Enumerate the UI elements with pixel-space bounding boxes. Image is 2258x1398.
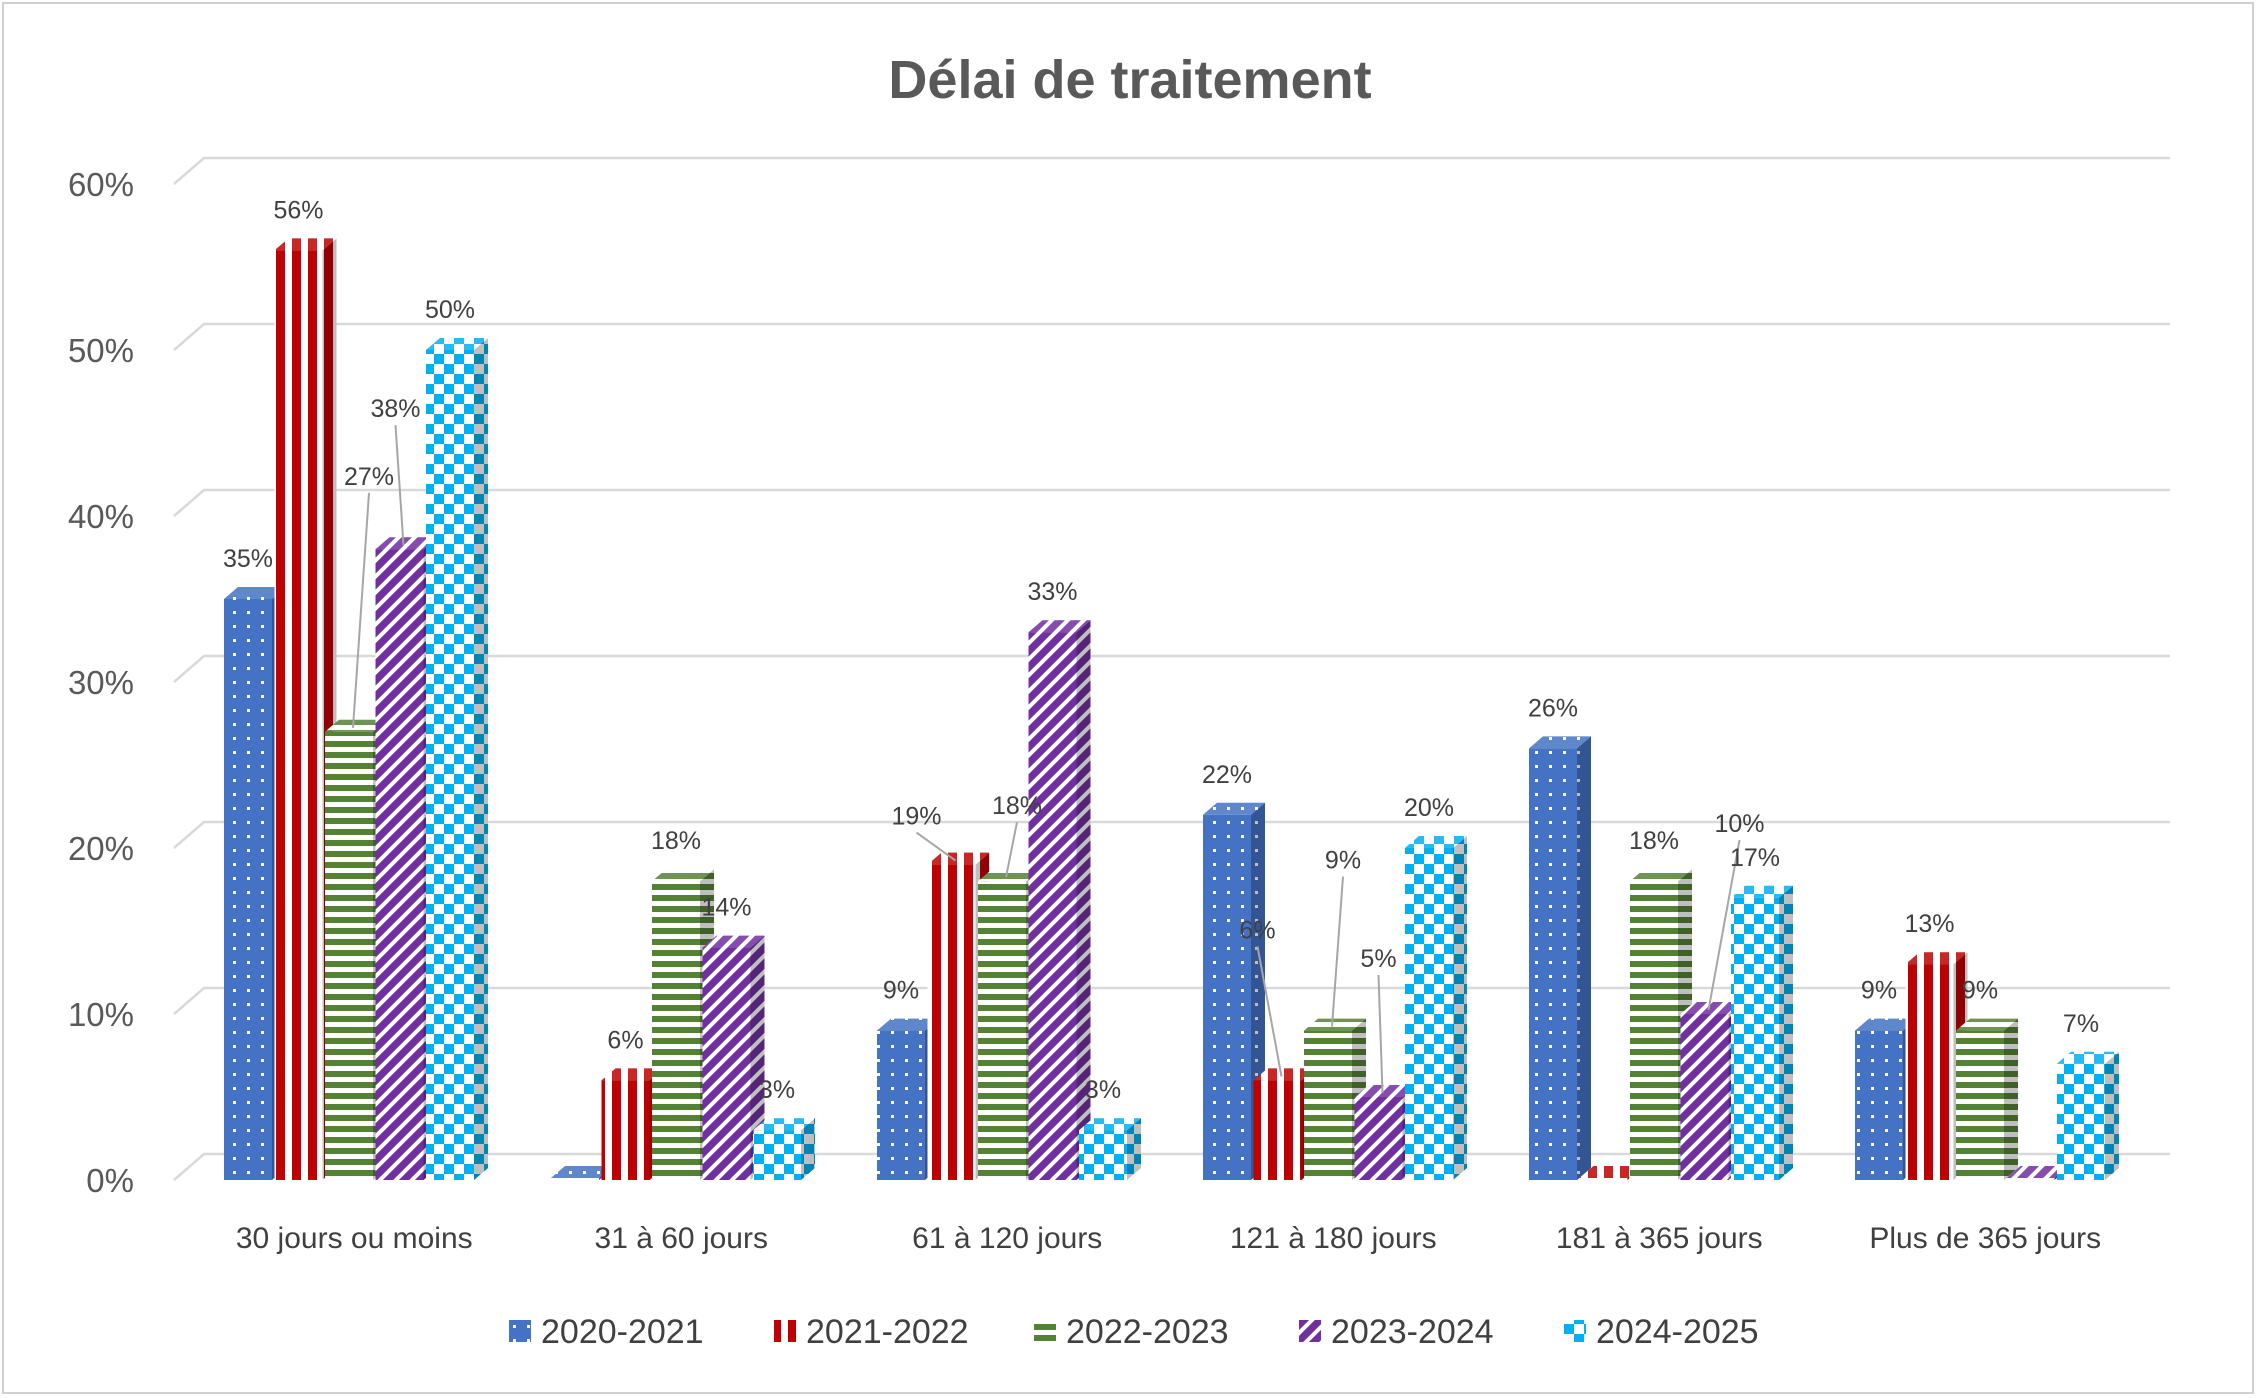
- y-tick-label: 20%: [68, 830, 134, 867]
- x-axis: 30 jours ou moins 31 à 60 jours 61 à 120 j…: [236, 1222, 2101, 1255]
- data-label: 35%: [223, 545, 273, 573]
- data-label: 18%: [651, 827, 701, 855]
- bar-2023-2024-5: [2006, 1166, 2069, 1180]
- data-label: 17%: [1730, 844, 1780, 872]
- y-tick-label: 40%: [68, 498, 134, 535]
- bar-2024-2025-5: [2057, 1051, 2119, 1180]
- legend-item-2024-2025: 2024-2025: [1564, 1313, 1759, 1351]
- data-label: 26%: [1528, 694, 1578, 722]
- x-tick-label: 31 à 60 jours: [595, 1222, 768, 1255]
- svg-text:2022-2023: 2022-2023: [1066, 1313, 1229, 1351]
- data-label: 22%: [1202, 761, 1252, 789]
- x-tick-label: 121 à 180 jours: [1230, 1222, 1437, 1255]
- x-tick-label: 30 jours ou moins: [236, 1222, 473, 1255]
- data-label: 18%: [1629, 827, 1679, 855]
- bar-2022-2023-5: [1956, 1018, 2018, 1180]
- bar-2024-2025-2: [1079, 1118, 1141, 1180]
- data-label: 9%: [1962, 977, 1998, 1005]
- x-tick-label: 61 à 120 jours: [912, 1222, 1102, 1255]
- data-label: 18%: [992, 792, 1042, 820]
- bar-2020-2021-3: [1203, 802, 1265, 1180]
- svg-text:2020-2021: 2020-2021: [541, 1313, 704, 1351]
- x-tick-label: Plus de 365 jours: [1869, 1222, 2101, 1255]
- bar-chart: Délai de traitement 0% 10% 20% 30% 40% 50% 60%…: [68, 50, 2170, 1351]
- gridline-20: [173, 820, 2170, 849]
- data-label: 27%: [344, 463, 394, 491]
- y-tick-label: 50%: [68, 332, 134, 369]
- data-label: 10%: [1714, 810, 1764, 838]
- data-label: 19%: [891, 803, 941, 831]
- data-label: 56%: [273, 196, 323, 224]
- data-label: 3%: [759, 1076, 795, 1104]
- chart-title: Délai de traitement: [888, 50, 1371, 110]
- x-tick-label: 181 à 365 jours: [1556, 1222, 1763, 1255]
- bar-2024-2025-0: [426, 338, 488, 1180]
- y-tick-label: 30%: [68, 664, 134, 701]
- gridline-60: [173, 156, 2170, 185]
- y-axis: 0% 10% 20% 30% 40% 50% 60%: [68, 166, 134, 1199]
- y-tick-label: 10%: [68, 996, 134, 1033]
- data-label: 13%: [1904, 910, 1954, 938]
- data-label: 9%: [1861, 977, 1897, 1005]
- data-label: 9%: [883, 977, 919, 1005]
- legend-item-2021-2022: 2021-2022: [774, 1313, 969, 1351]
- data-label: 9%: [1325, 847, 1361, 875]
- gridline-30: [173, 654, 2170, 683]
- gridline-40: [173, 488, 2170, 517]
- gridline-10: [173, 986, 2170, 1015]
- data-label: 6%: [607, 1026, 643, 1054]
- legend-item-2022-2023: 2022-2023: [1034, 1313, 1229, 1351]
- bar-2023-2024-1: [702, 935, 765, 1180]
- legend-item-2020-2021: 2020-2021: [509, 1313, 704, 1351]
- bars: [224, 238, 2119, 1180]
- y-tick-label: 60%: [68, 166, 134, 203]
- data-label: 7%: [2063, 1010, 2099, 1038]
- gridline-50: [173, 322, 2170, 351]
- gridlines: [173, 156, 2170, 1181]
- data-label: 33%: [1027, 578, 1077, 606]
- bar-2024-2025-4: [1731, 885, 1793, 1180]
- data-label: 3%: [1085, 1076, 1121, 1104]
- bar-2024-2025-1: [753, 1118, 815, 1180]
- bar-2024-2025-3: [1405, 836, 1467, 1180]
- gridline-0: [173, 1152, 2170, 1181]
- data-label: 38%: [370, 395, 420, 423]
- data-labels: 35% 56% 27% 38% 50% 6% 18% 14% 3% 9% 19% 18% 33% 3% 22…: [223, 196, 2099, 1104]
- data-label: 5%: [1360, 945, 1396, 973]
- bar-2023-2024-2: [1028, 620, 1091, 1180]
- svg-text:2023-2024: 2023-2024: [1331, 1313, 1494, 1351]
- data-label: 6%: [1239, 916, 1275, 944]
- legend: 2020-2021 2021-2022 2022-2023 2023-2024 2024…: [509, 1313, 1759, 1351]
- legend-item-2023-2024: 2023-2024: [1299, 1313, 1494, 1351]
- data-label: 50%: [425, 296, 475, 324]
- svg-text:2021-2022: 2021-2022: [806, 1313, 969, 1351]
- bar-2020-2021-4: [1529, 736, 1591, 1180]
- data-label: 20%: [1404, 794, 1454, 822]
- y-tick-label: 0%: [86, 1162, 134, 1199]
- svg-text:2024-2025: 2024-2025: [1596, 1313, 1759, 1351]
- data-label: 14%: [701, 894, 751, 922]
